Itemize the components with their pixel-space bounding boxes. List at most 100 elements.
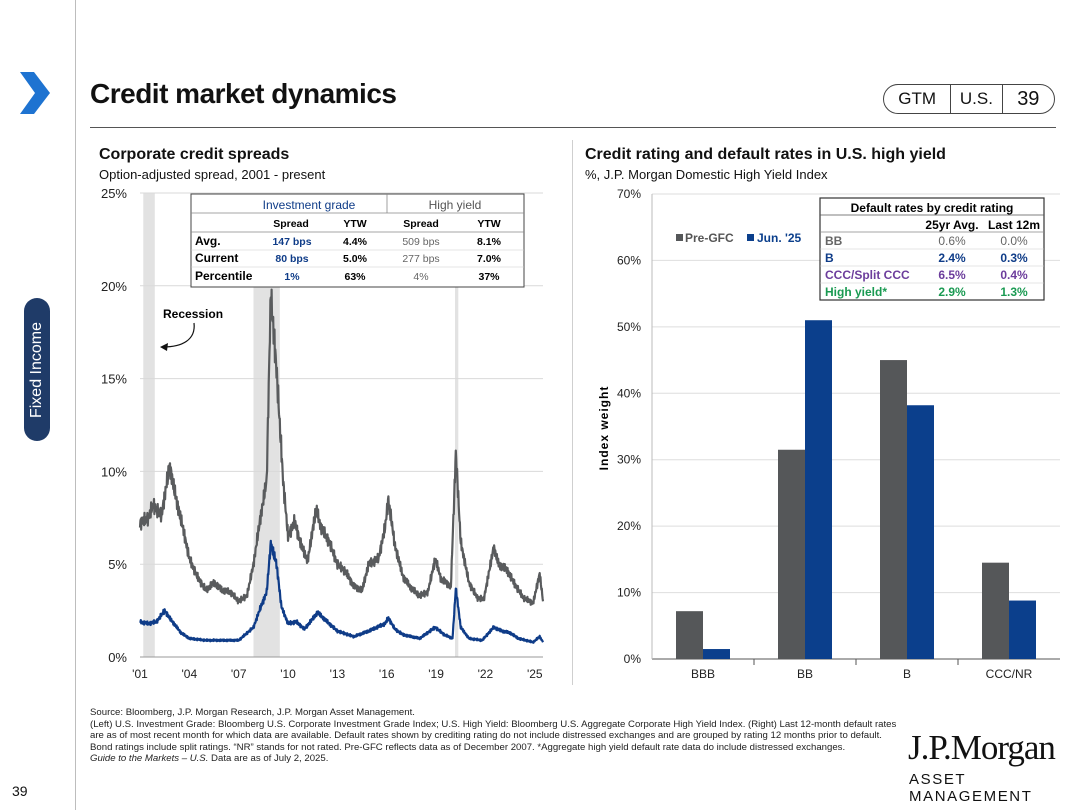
table-cell: 1% <box>284 271 300 283</box>
table-cell: 4% <box>413 271 428 283</box>
page-title: Credit market dynamics <box>90 78 397 109</box>
title-divider <box>90 127 1056 128</box>
y-tick-label: 5% <box>108 557 127 572</box>
legend-label: Pre-GFC <box>685 231 734 245</box>
guide-date: Data are as of July 2, 2025. <box>208 753 329 764</box>
y-tick-label: 0% <box>624 652 642 666</box>
row-label: Avg. <box>195 234 221 248</box>
region-label: U.S. <box>951 85 1003 113</box>
col-header: YTW <box>343 218 366 230</box>
left-margin-rule <box>75 0 76 810</box>
table-cell: 1.3% <box>1000 285 1028 299</box>
col-header: Spread <box>403 218 439 230</box>
spread-table: Investment grade High yield Spread YTW S… <box>190 193 525 288</box>
recession-band <box>454 193 459 657</box>
bar-pre-gfc <box>880 360 907 659</box>
y-tick-label: 10% <box>101 464 127 479</box>
x-tick-label: '07 <box>231 667 247 681</box>
row-label: Current <box>195 251 238 265</box>
row-label: Percentile <box>195 269 253 283</box>
table-cell: 2.4% <box>938 251 966 265</box>
chevron-right-icon <box>20 72 50 114</box>
bar-jun-25 <box>1009 600 1036 659</box>
recession-band <box>143 193 155 657</box>
table-cell: 2.9% <box>938 285 966 299</box>
x-tick-label: CCC/NR <box>986 667 1033 681</box>
y-tick-label: 10% <box>617 586 641 600</box>
y-tick-label: 40% <box>617 386 641 400</box>
y-tick-label: 70% <box>617 187 641 201</box>
table-cell: 4.4% <box>343 236 368 248</box>
ig-header: Investment grade <box>263 198 356 212</box>
asset-management-label: ASSET MANAGEMENT <box>909 771 1033 805</box>
x-tick-label: '04 <box>182 667 198 681</box>
default-rate-table: Default rates by credit rating 25yr Avg.… <box>819 197 1045 301</box>
legend-swatch-jun-25 <box>747 234 754 241</box>
y-tick-label: 20% <box>617 519 641 533</box>
legend-swatch-pre-gfc <box>676 234 683 241</box>
y-tick-label: 20% <box>101 279 127 294</box>
panel-divider <box>572 140 573 685</box>
y-tick-label: 30% <box>617 453 641 467</box>
series-line-investment-grade <box>139 539 544 644</box>
recession-arrow-head <box>160 343 168 351</box>
table-cell: 80 bps <box>275 253 308 265</box>
bar-jun-25 <box>805 320 832 659</box>
row-label: CCC/Split CCC <box>825 268 910 282</box>
series-line-high-yield <box>138 288 545 606</box>
bar-pre-gfc <box>982 562 1009 659</box>
bar-jun-25 <box>907 405 934 659</box>
x-tick-label: '25 <box>527 667 543 681</box>
right-chart-subtitle: %, J.P. Morgan Domestic High Yield Index <box>585 167 828 182</box>
recession-arrow <box>162 322 195 348</box>
x-tick-label: '22 <box>478 667 494 681</box>
bar-pre-gfc <box>778 449 805 659</box>
y-tick-label: 60% <box>617 253 641 267</box>
y-axis-label: Index weight <box>597 386 611 471</box>
left-chart-title: Corporate credit spreads <box>99 146 290 163</box>
table-cell: 277 bps <box>402 253 439 265</box>
footnotes: Source: Bloomberg, J.P. Morgan Research,… <box>90 707 902 765</box>
guide-line: Guide to the Markets – U.S. Data are as … <box>90 753 902 765</box>
table-cell: 147 bps <box>272 236 311 248</box>
source-line: Source: Bloomberg, J.P. Morgan Research,… <box>90 707 415 718</box>
table-cell: 0.3% <box>1000 251 1028 265</box>
page-number: 39 <box>12 783 28 799</box>
row-label: BB <box>825 234 843 248</box>
hy-header: High yield <box>429 198 482 212</box>
bar-legend: Pre-GFC Jun. '25 <box>676 231 802 245</box>
bar-jun-25 <box>703 649 730 659</box>
table-cell: 509 bps <box>402 236 439 248</box>
table-cell: 6.5% <box>938 268 966 282</box>
y-tick-label: 15% <box>101 372 127 387</box>
x-tick-label: BBB <box>691 667 715 681</box>
row-label: High yield* <box>825 285 887 299</box>
x-tick-label: '10 <box>280 667 296 681</box>
gtm-label: GTM <box>884 85 952 113</box>
table-cell: 0.6% <box>938 234 966 248</box>
x-tick-label: '16 <box>379 667 395 681</box>
col-header: Last 12m <box>988 218 1040 232</box>
notes-text: (Left) U.S. Investment Grade: Bloomberg … <box>90 718 897 753</box>
table-cell: 5.0% <box>343 253 368 265</box>
recession-label: Recession <box>163 307 223 321</box>
col-header: YTW <box>477 218 500 230</box>
col-header: Spread <box>273 218 309 230</box>
x-tick-label: BB <box>797 667 813 681</box>
col-header: 25yr Avg. <box>925 218 978 232</box>
right-chart-title: Credit rating and default rates in U.S. … <box>585 146 946 163</box>
table-cell: 0.0% <box>1000 234 1028 248</box>
table-cell: 37% <box>478 271 500 283</box>
slide-number: 39 <box>1017 87 1040 110</box>
guide-title: Guide to the Markets – U.S. <box>90 753 209 764</box>
table-cell: 7.0% <box>477 253 502 265</box>
left-chart-subtitle: Option-adjusted spread, 2001 - present <box>99 167 326 182</box>
table-cell: 63% <box>344 271 366 283</box>
y-tick-label: 25% <box>101 186 127 201</box>
y-tick-label: 50% <box>617 320 641 334</box>
jpmorgan-logo: J.P.Morgan <box>908 728 1056 767</box>
gtm-badge: GTM U.S. 39 <box>883 84 1055 114</box>
legend-label: Jun. '25 <box>757 231 802 245</box>
section-tab[interactable]: Fixed Income <box>24 298 50 441</box>
